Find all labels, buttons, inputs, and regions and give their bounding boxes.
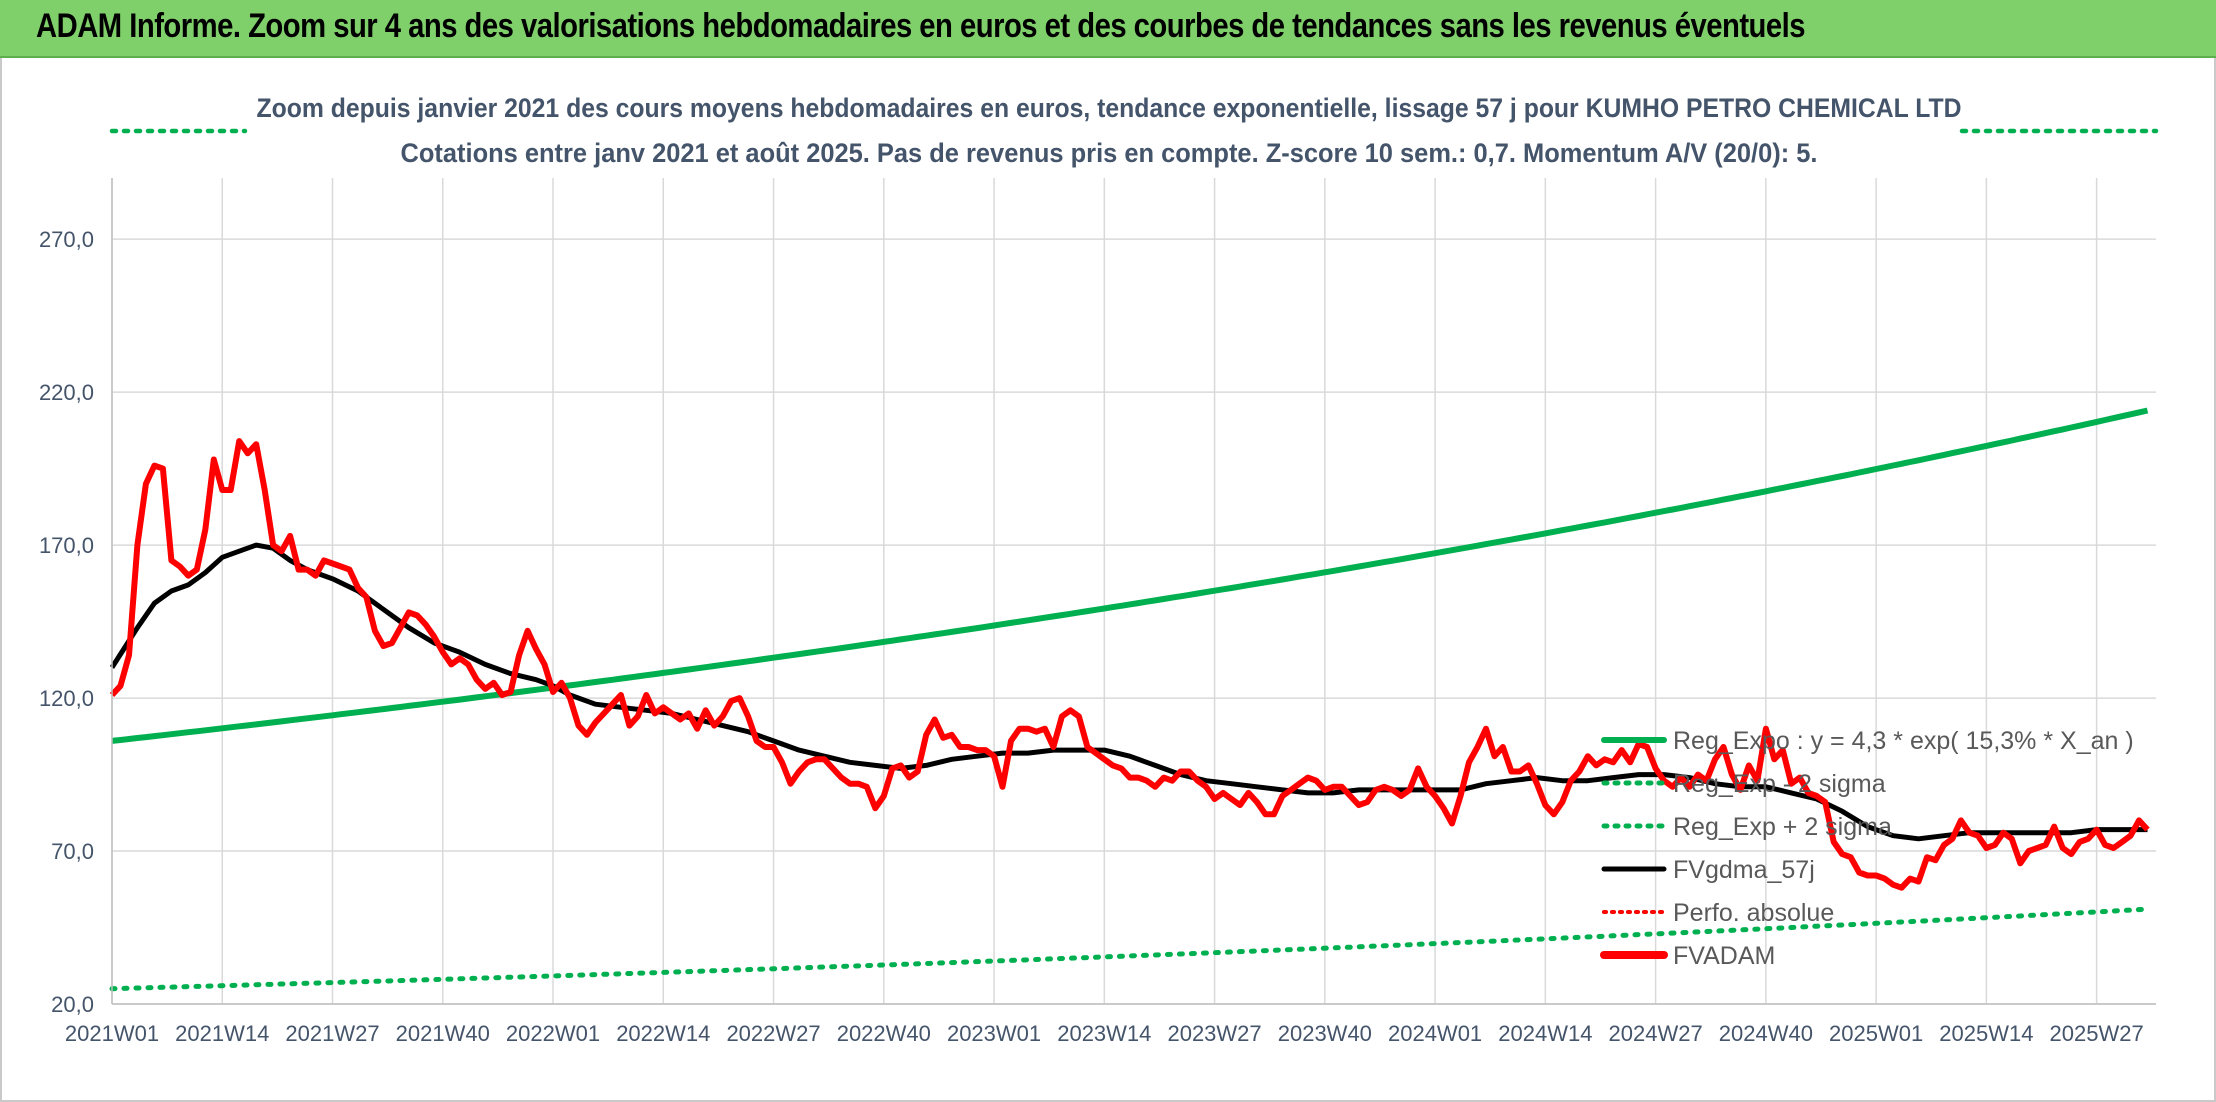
reg-expo-line	[111, 407, 2149, 744]
chart-title-line1: Zoom depuis janvier 2021 des cours moyen…	[257, 93, 1962, 123]
y-tick-label: 20,0	[51, 992, 94, 1017]
x-tick-label: 2024W40	[1719, 1021, 1813, 1046]
x-tick-label: 2023W14	[1057, 1021, 1151, 1046]
x-tick-label: 2022W01	[506, 1021, 600, 1046]
legend-label: Reg_Exp + 2 sigma	[1673, 813, 1892, 841]
x-tick-label: 2021W27	[285, 1021, 379, 1046]
fvadam-line	[109, 438, 2150, 891]
legend: Reg_Expo : y = 4,3 * exp( 15,3% * X_an )…	[1600, 727, 2134, 970]
x-tick-label: 2021W01	[65, 1021, 159, 1046]
reg-exp-minus-2-sigma-line	[109, 906, 2150, 992]
y-tick-label: 170,0	[39, 533, 94, 558]
report-banner: ADAM Informe. Zoom sur 4 ans des valoris…	[0, 0, 2216, 58]
fvgdma-57j-line	[109, 542, 2148, 842]
y-tick-label: 220,0	[39, 380, 94, 405]
x-tick-label: 2025W27	[2050, 1021, 2144, 1046]
axis-layer: 20,0 70,0 120,0 170,0 220,0 270,0 2021W01 2021W…	[39, 178, 2156, 1046]
x-tick-label: 2025W01	[1829, 1021, 1923, 1046]
grid-layer	[111, 178, 2156, 1005]
x-tick-label: 2024W01	[1388, 1021, 1482, 1046]
report-title: ADAM Informe. Zoom sur 4 ans des valoris…	[36, 7, 1806, 45]
x-tick-label: 2023W40	[1278, 1021, 1372, 1046]
legend-label: FVADAM	[1673, 942, 1775, 970]
x-tick-label: 2024W14	[1498, 1021, 1592, 1046]
legend-label: Perfo. absolue	[1673, 899, 1834, 927]
x-tick-label: 2024W27	[1609, 1021, 1703, 1046]
x-tick-label: 2022W40	[837, 1021, 931, 1046]
y-tick-label: 270,0	[39, 227, 94, 252]
legend-label: Reg_Exp - 2 sigma	[1673, 770, 1886, 798]
y-tick-label: 70,0	[51, 839, 94, 864]
legend-label: Reg_Expo : y = 4,3 * exp( 15,3% * X_an )	[1673, 727, 2134, 755]
x-tick-label: 2022W14	[616, 1021, 710, 1046]
x-tick-label: 2021W40	[396, 1021, 490, 1046]
legend-label: FVgdma_57j	[1673, 856, 1815, 884]
x-tick-label: 2023W01	[947, 1021, 1041, 1046]
chart-title-line2: Cotations entre janv 2021 et août 2025. …	[401, 138, 1818, 168]
x-tick-label: 2023W27	[1167, 1021, 1261, 1046]
x-tick-label: 2025W14	[1939, 1021, 2033, 1046]
x-tick-label: 2022W27	[726, 1021, 820, 1046]
series-layer	[109, 128, 2159, 992]
y-tick-label: 120,0	[39, 686, 94, 711]
x-tick-label: 2021W14	[175, 1021, 269, 1046]
